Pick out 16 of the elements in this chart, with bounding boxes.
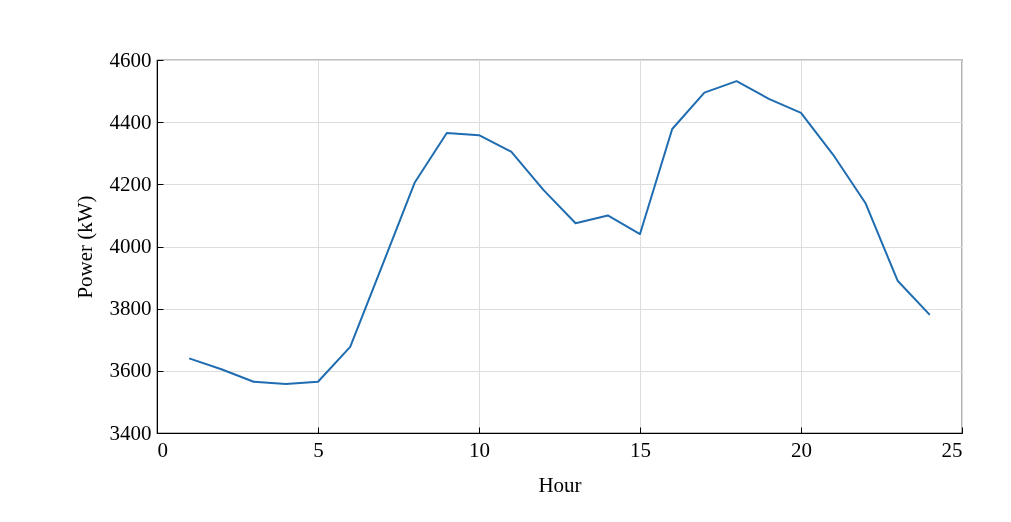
line-series [188,80,931,385]
x-tick-label: 0 [157,437,168,462]
x-tick-label: 25 [941,437,963,462]
y-axis-title: Power (kW) [72,195,97,299]
x-axis-title: Hour [538,472,582,497]
y-tick-label: 3600 [109,358,152,383]
y-tick-label: 3400 [109,420,152,445]
x-tick-label: 10 [469,437,490,462]
y-tick-label: 4000 [109,234,152,258]
y-tick-label: 4200 [109,171,152,196]
y-tick-label: 3800 [109,296,152,321]
x-tick-label: 20 [791,437,812,462]
y-tick-label: 4400 [109,109,152,134]
x-tick-label: 15 [630,437,651,462]
x-tick-label: 5 [313,437,324,462]
y-tick-label: 4600 [109,47,152,72]
